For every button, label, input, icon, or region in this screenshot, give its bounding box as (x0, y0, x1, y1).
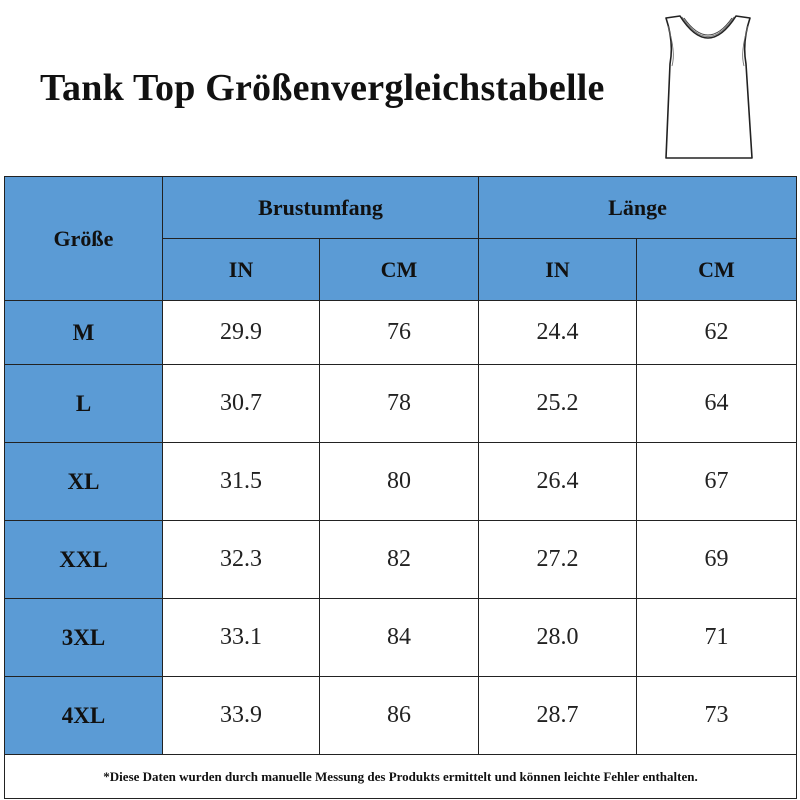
size-chart-table: Größe Brustumfang Länge IN CM IN CM M 29… (4, 176, 797, 799)
page-title: Tank Top Größenvergleichstabelle (40, 67, 605, 109)
chest-cm-cell: 82 (319, 520, 479, 599)
measurement-note: *Diese Daten wurden durch manuelle Messu… (4, 754, 797, 799)
chest-cm-cell: 86 (319, 676, 479, 755)
length-cm-cell: 64 (636, 364, 797, 443)
length-in-cell: 27.2 (478, 520, 637, 599)
chest-in-cell: 32.3 (162, 520, 320, 599)
length-in-cell: 26.4 (478, 442, 637, 521)
length-cm-cell: 62 (636, 300, 797, 365)
size-label: 4XL (4, 676, 163, 755)
unit-header: CM (636, 238, 797, 301)
table-row: 3XL 33.1 84 28.0 71 (4, 598, 797, 677)
length-cm-cell: 69 (636, 520, 797, 599)
unit-header: IN (162, 238, 320, 301)
chest-cm-cell: 84 (319, 598, 479, 677)
length-in-cell: 25.2 (478, 364, 637, 443)
chest-in-cell: 33.1 (162, 598, 320, 677)
table-row: XXL 32.3 82 27.2 69 (4, 520, 797, 599)
size-column-header: Größe (4, 176, 163, 301)
table-row: 4XL 33.9 86 28.7 73 (4, 676, 797, 755)
chest-group-header: Brustumfang (162, 176, 479, 239)
length-cm-cell: 73 (636, 676, 797, 755)
chest-in-cell: 33.9 (162, 676, 320, 755)
length-in-cell: 28.0 (478, 598, 637, 677)
size-label: XL (4, 442, 163, 521)
chest-cm-cell: 76 (319, 300, 479, 365)
length-group-header: Länge (478, 176, 797, 239)
chest-cm-cell: 80 (319, 442, 479, 521)
size-label: XXL (4, 520, 163, 599)
length-cm-cell: 67 (636, 442, 797, 521)
length-cm-cell: 71 (636, 598, 797, 677)
table-row: M 29.9 76 24.4 62 (4, 300, 797, 365)
table-row: XL 31.5 80 26.4 67 (4, 442, 797, 521)
chest-in-cell: 30.7 (162, 364, 320, 443)
chest-in-cell: 31.5 (162, 442, 320, 521)
table-row: L 30.7 78 25.2 64 (4, 364, 797, 443)
size-label: L (4, 364, 163, 443)
size-label: 3XL (4, 598, 163, 677)
unit-header: CM (319, 238, 479, 301)
unit-header: IN (478, 238, 637, 301)
chest-in-cell: 29.9 (162, 300, 320, 365)
tank-top-icon (665, 15, 753, 159)
chest-cm-cell: 78 (319, 364, 479, 443)
length-in-cell: 28.7 (478, 676, 637, 755)
size-label: M (4, 300, 163, 365)
length-in-cell: 24.4 (478, 300, 637, 365)
